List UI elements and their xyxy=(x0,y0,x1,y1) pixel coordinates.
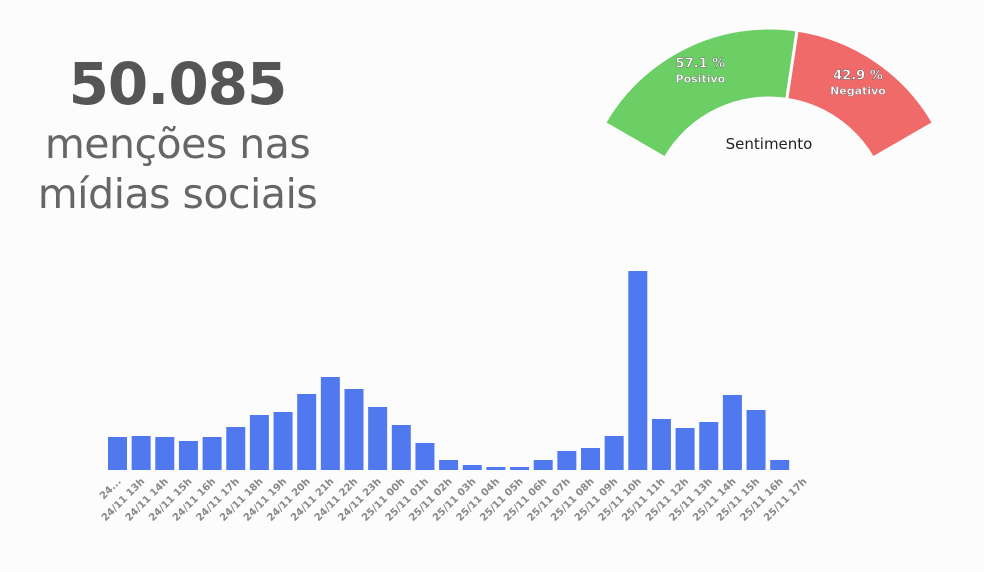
bar[interactable] xyxy=(651,419,671,470)
gauge-name-label: Positivo xyxy=(676,73,726,86)
bar[interactable] xyxy=(391,425,411,470)
bar[interactable] xyxy=(368,407,388,470)
bar[interactable] xyxy=(699,422,719,470)
bar[interactable] xyxy=(604,436,624,470)
bar[interactable] xyxy=(202,437,222,470)
bar[interactable] xyxy=(675,428,695,470)
bar[interactable] xyxy=(415,443,435,470)
bar[interactable] xyxy=(533,460,553,470)
bar[interactable] xyxy=(722,395,742,470)
bar[interactable] xyxy=(581,448,600,470)
bar[interactable] xyxy=(178,441,198,470)
mentions-count: 50.085 xyxy=(68,50,288,118)
bar[interactable] xyxy=(770,460,790,470)
bar[interactable] xyxy=(297,394,317,470)
bar[interactable] xyxy=(628,271,648,470)
bar[interactable] xyxy=(510,467,530,470)
bar[interactable] xyxy=(155,437,175,470)
bar[interactable] xyxy=(344,389,364,470)
bar[interactable] xyxy=(108,437,127,470)
bar[interactable] xyxy=(746,410,766,470)
bar[interactable] xyxy=(273,412,293,470)
gauge-slice-negativo[interactable] xyxy=(785,28,936,161)
bar[interactable] xyxy=(462,465,482,470)
bar[interactable] xyxy=(486,467,506,470)
bar[interactable] xyxy=(320,377,340,470)
mentions-caption-line1: menções nas xyxy=(44,120,311,168)
gauge-title: Sentimento xyxy=(726,135,813,153)
gauge-value-label: 57.1 % xyxy=(676,57,726,72)
bar[interactable] xyxy=(439,460,459,470)
bar[interactable] xyxy=(131,436,151,470)
gauge-value-label: 42.9 % xyxy=(833,68,883,83)
bar[interactable] xyxy=(249,415,269,470)
bar[interactable] xyxy=(226,427,246,470)
bar[interactable] xyxy=(557,451,577,470)
gauge-name-label: Negativo xyxy=(830,84,886,97)
mentions-caption-line2: mídias sociais xyxy=(37,170,318,218)
